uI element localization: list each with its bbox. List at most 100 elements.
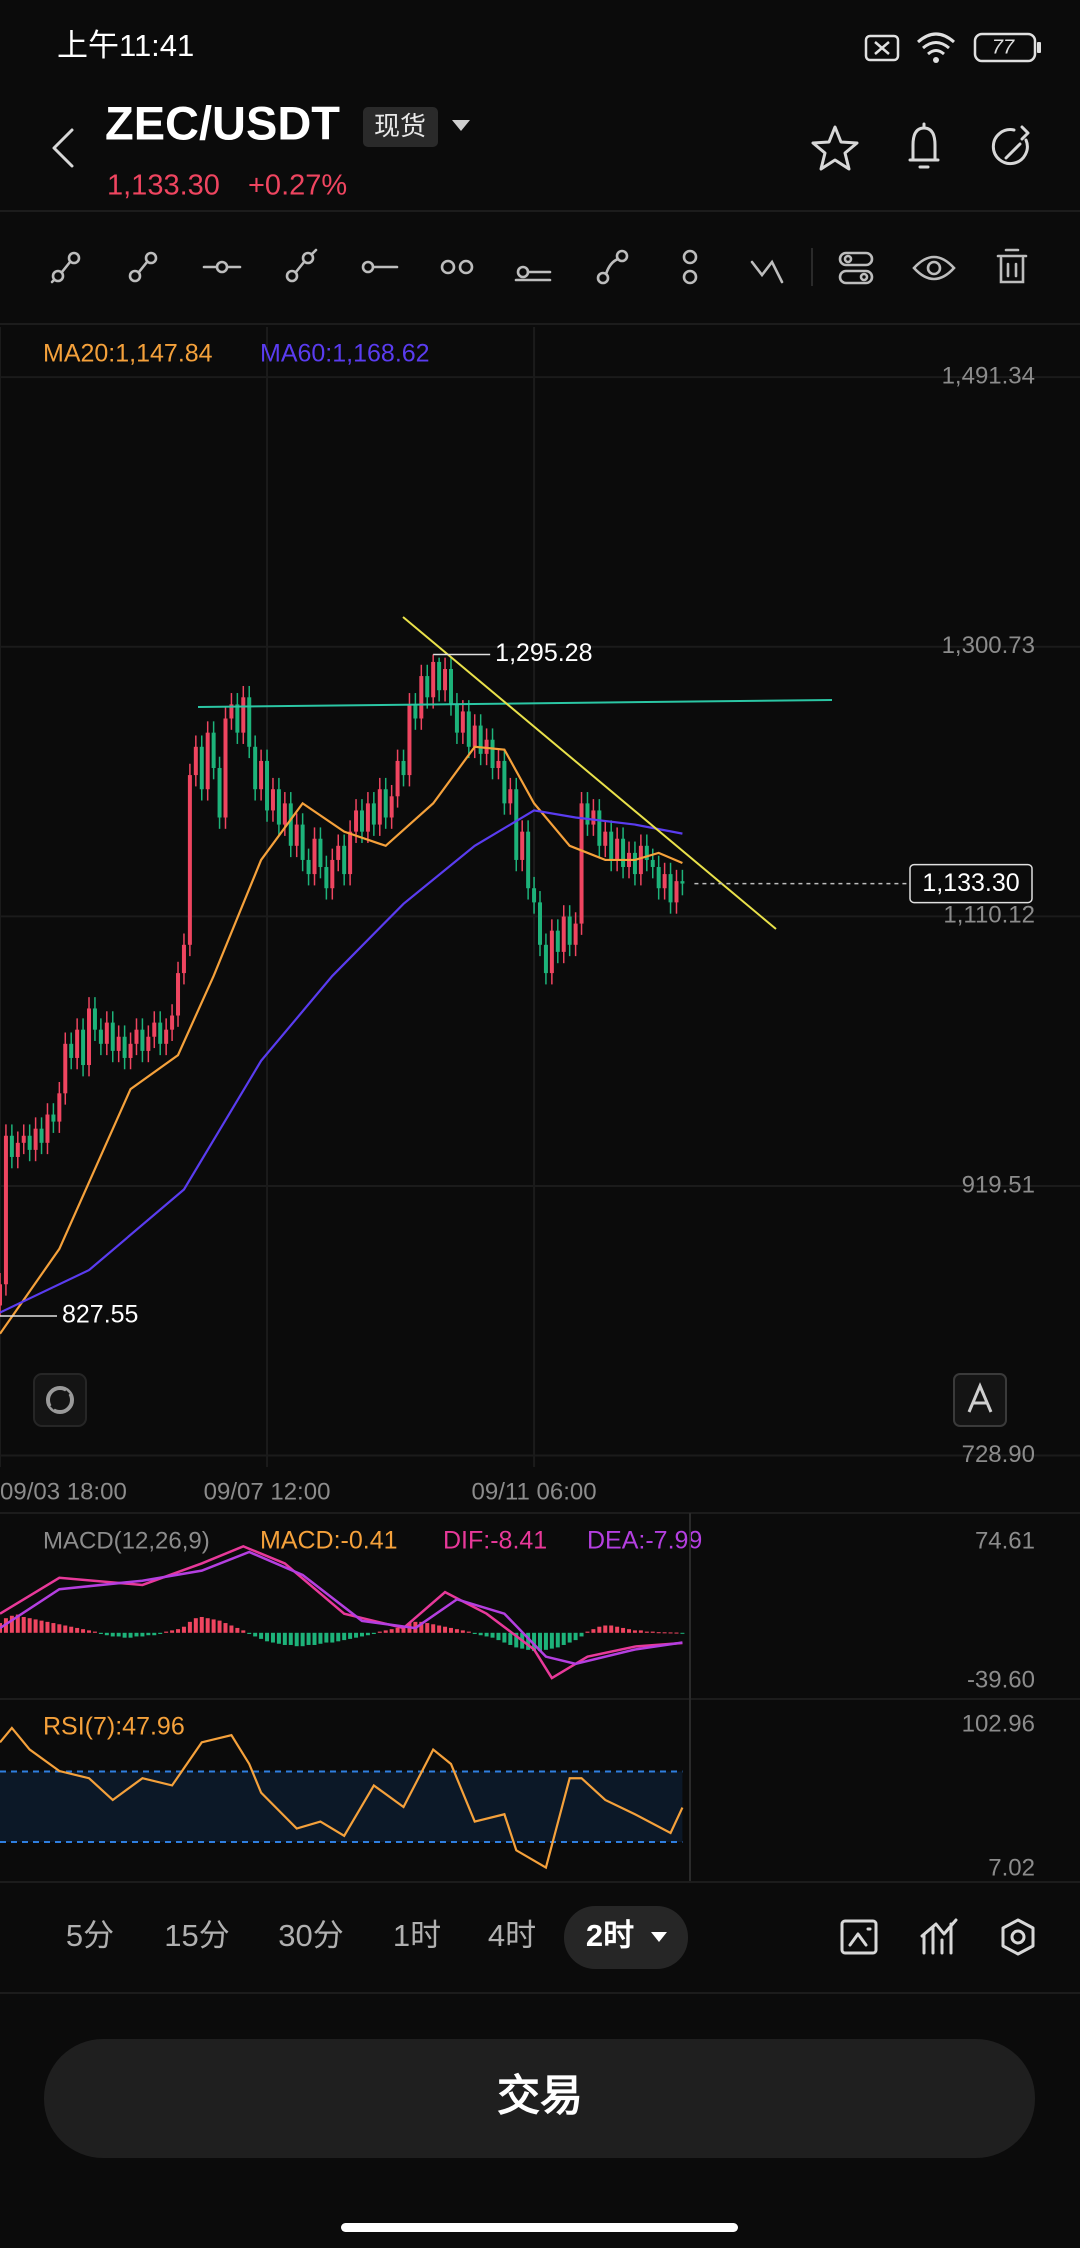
timeframe-option[interactable]: 5分 [66, 1918, 114, 1953]
macd-bar [508, 1632, 513, 1645]
indicator-title: MACD(12,26,9) [43, 1527, 210, 1554]
chart-style-button[interactable] [840, 1919, 878, 1955]
chart-style-button-part[interactable] [840, 1919, 878, 1955]
indicator-button[interactable] [920, 1918, 958, 1955]
back-button[interactable] [52, 128, 74, 168]
macd-bar [152, 1632, 157, 1636]
tool-curve-part[interactable] [615, 249, 629, 263]
timeframe-selected[interactable] [564, 1906, 688, 1969]
tool-segment-part[interactable] [60, 260, 72, 274]
tool-visibility[interactable] [912, 255, 956, 281]
tool-vertical-part[interactable] [682, 269, 698, 285]
candle-body [170, 1015, 175, 1030]
tool-extended-part[interactable] [310, 248, 318, 256]
tool-settings[interactable] [838, 251, 874, 285]
tool-extended-part[interactable] [285, 269, 299, 283]
tool-curve-part[interactable] [604, 257, 620, 276]
macd-bar [371, 1632, 376, 1635]
tool-extended[interactable] [285, 248, 318, 283]
tool-settings-part[interactable] [859, 272, 869, 282]
tool-horizontal-ray[interactable] [361, 260, 399, 274]
timeframe-option[interactable]: 15分 [164, 1918, 229, 1953]
market-label[interactable]: 现货 [374, 111, 426, 141]
tool-ray-part[interactable] [128, 269, 142, 283]
candle-body [282, 803, 287, 825]
timeframe-option[interactable]: 30分 [278, 1918, 343, 1953]
candle-body [615, 838, 620, 860]
candle-body [573, 923, 578, 945]
candle-body [27, 1135, 32, 1150]
tool-visibility-part[interactable] [912, 255, 956, 281]
logo-button-part[interactable] [46, 1386, 74, 1414]
tool-parallel-part[interactable] [458, 259, 474, 275]
tool-curve[interactable] [596, 249, 629, 285]
tool-parallel[interactable] [440, 259, 474, 275]
share-button[interactable] [991, 125, 1030, 166]
last-price-label[interactable]: 1,133.30 [922, 869, 1019, 897]
candle-body [419, 676, 424, 719]
tool-ray-part[interactable] [144, 251, 158, 265]
candle-body [181, 944, 186, 974]
moving-average-line [0, 745, 683, 1335]
indicator-button-part[interactable] [920, 1918, 958, 1955]
macd-bar [69, 1626, 74, 1633]
auto-scale-button-part[interactable] [953, 1373, 1007, 1427]
tool-extended-part[interactable] [301, 251, 315, 265]
alert-button[interactable] [908, 122, 940, 169]
logo-button-part[interactable] [50, 1390, 70, 1410]
settings-button-part[interactable] [1010, 1929, 1026, 1945]
logo-button[interactable] [33, 1373, 87, 1427]
candle-body [110, 1022, 115, 1051]
tool-ray[interactable] [128, 251, 158, 283]
candle-body [585, 803, 590, 825]
candle-body [69, 1043, 74, 1058]
tool-parallel-part[interactable] [440, 259, 456, 275]
timeframe-pill[interactable] [564, 1906, 688, 1969]
tool-price-range[interactable] [514, 265, 552, 282]
trade-button[interactable] [44, 2039, 1035, 2158]
tool-delete[interactable] [996, 248, 1028, 284]
macd-bar [532, 1632, 537, 1652]
tool-settings-part[interactable] [838, 251, 874, 267]
candle-body [448, 669, 453, 705]
timeframe-option[interactable]: 1时 [393, 1918, 441, 1953]
macd-bar [621, 1627, 626, 1633]
tool-ray-part[interactable] [137, 260, 149, 274]
tool-vertical[interactable] [682, 249, 698, 285]
favorite-button[interactable] [811, 125, 859, 171]
tool-extended-part[interactable] [294, 260, 306, 274]
timeframe-option[interactable]: 2时 [586, 1918, 634, 1953]
macd-bar [668, 1632, 673, 1634]
tool-segment-part[interactable] [51, 269, 65, 283]
tool-fibonacci-part[interactable] [750, 259, 784, 284]
tool-fibonacci[interactable] [750, 259, 784, 284]
tool-visibility-part[interactable] [926, 260, 942, 276]
macd-bar [247, 1632, 252, 1635]
last-price-box[interactable] [909, 863, 1033, 904]
candle-body [235, 704, 240, 733]
candle-body [496, 760, 501, 769]
timeframe-option[interactable]: 4时 [488, 1918, 536, 1953]
market-selector[interactable] [363, 107, 470, 147]
trade-button-label[interactable]: 交易 [497, 2072, 583, 2120]
settings-button[interactable] [1001, 1918, 1035, 1956]
tool-horizontal[interactable] [202, 260, 242, 274]
tool-vertical-part[interactable] [682, 249, 698, 265]
tool-segment-part[interactable] [67, 251, 81, 265]
tool-segment-part[interactable] [50, 278, 56, 284]
market-badge[interactable] [363, 107, 438, 147]
tool-segment[interactable] [50, 251, 81, 284]
tool-horizontal-part[interactable] [215, 260, 229, 274]
tool-curve-part[interactable] [596, 271, 610, 285]
macd-line [0, 1550, 683, 1666]
auto-scale-button-part[interactable] [967, 1382, 993, 1413]
dropdown-arrow[interactable] [452, 120, 470, 131]
candle-body [92, 1008, 97, 1030]
chart-style-button-part[interactable] [848, 1927, 872, 1947]
settings-button-part[interactable] [1001, 1918, 1035, 1956]
dropdown-arrow[interactable] [651, 1932, 667, 1942]
tool-settings-part[interactable] [838, 269, 874, 285]
tool-settings-part[interactable] [843, 254, 853, 264]
tool-delete-part[interactable] [999, 256, 1025, 284]
auto-scale-button[interactable] [953, 1373, 1007, 1427]
